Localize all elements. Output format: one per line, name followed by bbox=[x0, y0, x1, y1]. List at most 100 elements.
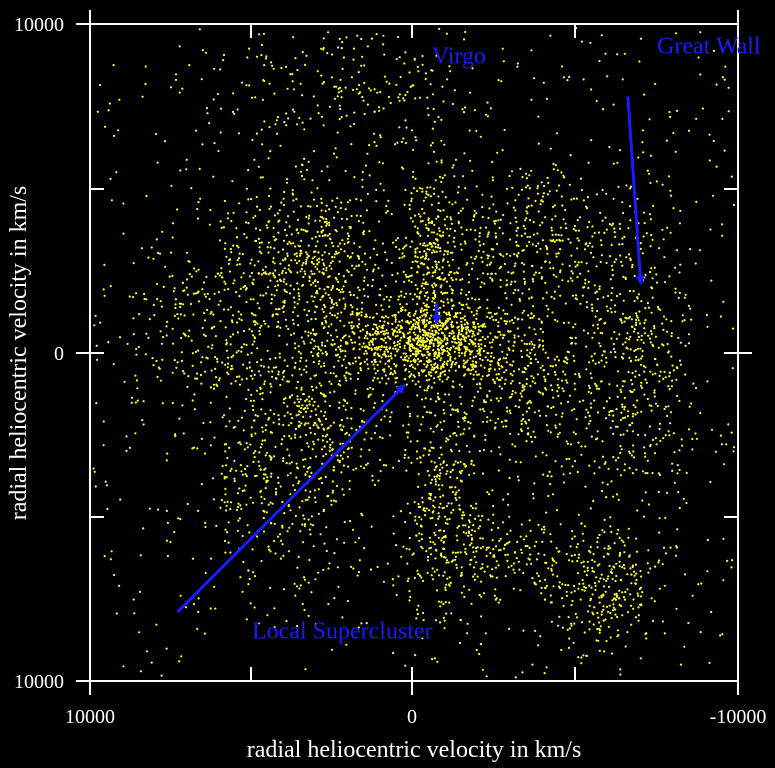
data-point bbox=[274, 445, 277, 448]
data-point bbox=[322, 262, 325, 265]
data-point bbox=[362, 230, 366, 233]
data-point bbox=[392, 329, 395, 333]
data-point bbox=[414, 326, 417, 329]
data-point bbox=[224, 551, 227, 554]
data-point bbox=[449, 216, 452, 219]
data-point bbox=[339, 454, 342, 457]
data-point bbox=[509, 432, 512, 435]
data-point bbox=[641, 278, 645, 281]
data-point bbox=[420, 256, 423, 259]
data-point bbox=[575, 197, 579, 200]
data-point bbox=[422, 579, 425, 583]
data-point bbox=[589, 372, 592, 375]
data-point bbox=[253, 158, 256, 161]
data-point bbox=[345, 371, 348, 374]
data-point bbox=[238, 252, 241, 255]
data-point bbox=[447, 561, 450, 564]
data-point bbox=[405, 275, 408, 278]
data-point bbox=[452, 508, 455, 512]
data-point bbox=[515, 220, 518, 223]
data-point bbox=[384, 464, 388, 467]
data-point bbox=[605, 605, 609, 609]
data-point bbox=[456, 191, 460, 194]
data-point bbox=[576, 572, 580, 575]
data-point bbox=[450, 332, 453, 335]
data-point bbox=[577, 261, 580, 264]
data-point bbox=[425, 190, 428, 193]
data-point bbox=[245, 211, 248, 214]
data-point bbox=[678, 468, 681, 472]
data-point bbox=[480, 343, 483, 346]
data-point bbox=[257, 460, 260, 463]
data-point bbox=[242, 363, 245, 366]
data-point bbox=[483, 410, 486, 413]
data-point bbox=[292, 311, 295, 314]
data-point bbox=[396, 386, 399, 389]
data-point bbox=[335, 250, 338, 253]
data-point bbox=[326, 433, 329, 436]
data-point bbox=[566, 358, 569, 361]
data-point bbox=[230, 364, 233, 368]
data-point bbox=[607, 547, 610, 550]
data-point bbox=[497, 306, 500, 309]
data-point bbox=[622, 352, 625, 355]
data-point bbox=[435, 265, 438, 268]
data-point bbox=[588, 242, 592, 245]
data-point bbox=[404, 448, 407, 452]
data-point bbox=[612, 606, 616, 609]
data-point bbox=[499, 358, 502, 361]
data-point bbox=[332, 216, 336, 219]
data-point bbox=[583, 525, 587, 528]
data-point bbox=[390, 212, 393, 216]
data-point bbox=[409, 245, 412, 248]
data-point bbox=[521, 413, 525, 416]
data-point bbox=[358, 336, 361, 339]
data-point bbox=[317, 426, 320, 429]
data-point bbox=[219, 68, 222, 71]
data-point bbox=[421, 501, 424, 504]
data-point bbox=[193, 267, 196, 270]
data-point bbox=[588, 620, 591, 623]
data-point bbox=[580, 621, 584, 624]
data-point bbox=[400, 140, 403, 143]
data-point bbox=[554, 233, 558, 236]
data-point bbox=[458, 331, 461, 334]
data-point bbox=[311, 257, 314, 260]
data-point bbox=[252, 399, 256, 402]
data-point bbox=[326, 427, 329, 430]
data-point bbox=[577, 229, 581, 232]
data-point bbox=[303, 308, 306, 311]
data-point bbox=[414, 260, 417, 263]
data-point bbox=[624, 277, 627, 281]
data-point bbox=[600, 573, 603, 576]
data-point bbox=[644, 472, 647, 475]
data-point bbox=[438, 515, 441, 518]
data-point bbox=[727, 86, 730, 89]
data-point bbox=[444, 586, 447, 589]
data-point bbox=[440, 118, 443, 121]
data-point bbox=[521, 355, 524, 359]
data-point bbox=[342, 464, 345, 467]
data-point bbox=[331, 448, 334, 451]
data-point bbox=[428, 378, 431, 381]
data-point bbox=[193, 393, 196, 396]
data-point bbox=[465, 293, 468, 296]
data-point bbox=[408, 344, 412, 348]
data-point bbox=[486, 257, 489, 260]
data-point bbox=[193, 408, 196, 411]
data-point bbox=[302, 576, 306, 579]
data-point bbox=[359, 362, 362, 365]
data-point bbox=[497, 549, 501, 552]
data-point bbox=[551, 311, 554, 314]
data-point bbox=[297, 480, 301, 483]
data-point bbox=[505, 369, 508, 372]
data-point bbox=[402, 97, 405, 100]
data-point bbox=[460, 325, 463, 328]
data-point bbox=[314, 578, 317, 581]
data-point bbox=[539, 366, 542, 369]
data-point bbox=[661, 322, 664, 325]
data-point bbox=[459, 551, 462, 554]
data-point bbox=[614, 459, 618, 462]
data-point bbox=[612, 347, 616, 351]
data-point bbox=[312, 404, 315, 407]
